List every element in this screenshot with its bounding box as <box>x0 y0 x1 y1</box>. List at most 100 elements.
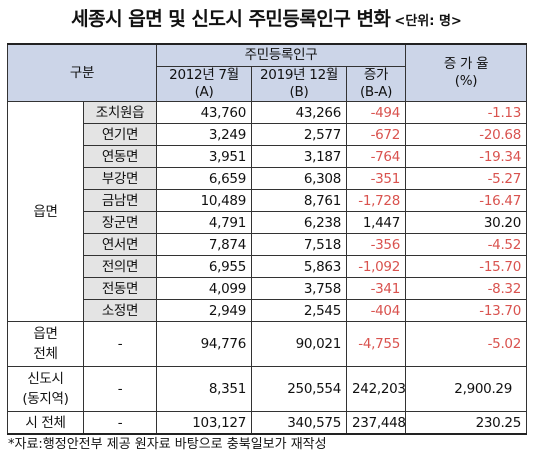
label-line1: 신도시 <box>27 371 64 387</box>
population-change: -356 <box>345 233 407 256</box>
region-name: 부강면 <box>83 167 157 190</box>
growth-rate: 2,900.29 <box>405 366 528 412</box>
subtotal-sub: - <box>83 321 157 367</box>
header-change-line1: 증가 <box>363 67 389 84</box>
label-line1: 읍면 <box>33 326 58 342</box>
growth-rate: 30.20 <box>405 211 528 234</box>
label-line2: (동지역) <box>22 391 69 407</box>
city-total-sub: - <box>83 411 157 435</box>
population-2012: 43,760 <box>156 101 252 124</box>
population-2012: 6,659 <box>156 167 252 190</box>
population-change: -341 <box>345 277 407 300</box>
growth-rate: 230.25 <box>405 411 528 435</box>
table-row: 전동면 4,099 3,758 -341 -8.32 <box>8 277 528 300</box>
table-row: 장군면 4,791 6,238 1,447 30.20 <box>8 211 528 234</box>
population-2012: 3,951 <box>156 145 252 168</box>
subtotal-row-new-city: 신도시 (동지역) -8,351 250,554 242,203 2,900.29 <box>7 366 528 412</box>
region-name: 연서면 <box>83 233 157 256</box>
population-2019: 5,863 <box>251 255 347 278</box>
population-2019: 8,761 <box>251 189 347 212</box>
population-change: -1,728 <box>345 189 407 212</box>
growth-rate: -20.68 <box>405 123 528 146</box>
population-2012: 10,489 <box>156 189 252 212</box>
population-2012: 94,776 <box>156 321 252 367</box>
growth-rate: -8.32 <box>405 277 528 300</box>
header-row-1: 구분 주민등록인구 증 가 율 (%) <box>7 43 528 102</box>
city-total-label: 시 전체 <box>7 411 84 435</box>
population-change: -672 <box>345 123 407 146</box>
growth-rate: -4.52 <box>405 233 528 256</box>
population-table: 구분 주민등록인구 증 가 율 (%) 2012년 7월 (A) 2019년 1… <box>7 43 528 435</box>
label-line2: 전체 <box>33 346 58 362</box>
region-name: 연기면 <box>83 123 157 146</box>
population-2019: 340,575 <box>251 411 347 435</box>
footnote: *자료:행정안전부 제공 원자료 바탕으로 충북일보가 재작성 <box>8 437 327 452</box>
unit-label: <단위: 명> <box>394 14 462 29</box>
header-2012-line1: 2012년 7월 <box>169 67 239 84</box>
growth-rate: -15.70 <box>405 255 528 278</box>
population-change: -764 <box>345 145 407 168</box>
population-2019: 250,554 <box>251 366 347 412</box>
population-2019: 3,187 <box>251 145 347 168</box>
region-name: 소정면 <box>83 299 157 322</box>
population-2019: 90,021 <box>251 321 347 367</box>
region-name: 전동면 <box>83 277 157 300</box>
population-2012: 8,351 <box>156 366 252 412</box>
table-row: 연동면 3,951 3,187 -764 -19.34 <box>8 145 528 168</box>
title-row: 세종시 읍면 및 신도시 주민등록인구 변화 <단위: 명> <box>0 0 533 40</box>
population-2019: 2,577 <box>251 123 347 146</box>
region-name: 금남면 <box>83 189 157 212</box>
population-2019: 6,238 <box>251 211 347 234</box>
page-title: 세종시 읍면 및 신도시 주민등록인구 변화 <box>71 8 391 30</box>
region-name: 장군면 <box>83 211 157 234</box>
region-name: 연동면 <box>83 145 157 168</box>
header-2019-line1: 2019년 12월 <box>260 67 338 84</box>
population-change: -494 <box>345 101 407 124</box>
population-2019: 2,545 <box>251 299 347 322</box>
table-row: 금남면 10,489 8,761 -1,728 -16.47 <box>8 189 528 212</box>
header-rate: 증 가 율 (%) <box>405 43 528 102</box>
group-label-eupmyeon: 읍면 <box>7 101 84 322</box>
table-row: 전의면 6,955 5,863 -1,092 -15.70 <box>8 255 528 278</box>
growth-rate: -5.02 <box>405 321 528 367</box>
population-change: 237,448 <box>345 411 407 435</box>
population-2019: 43,266 <box>251 101 347 124</box>
table-row: 읍면 조치원읍 43,760 43,266 -494 -1.13 <box>7 101 528 322</box>
region-name: 조치원읍 <box>83 101 157 124</box>
header-change-line2: (B-A) <box>359 84 393 100</box>
table-row: 연서면 7,874 7,518 -356 -4.52 <box>8 233 528 256</box>
header-rate-line1: 증 가 율 <box>443 56 489 72</box>
new-city-sub: - <box>83 366 157 412</box>
population-change: -351 <box>345 167 407 190</box>
growth-rate: -19.34 <box>405 145 528 168</box>
population-change: 242,203 <box>345 366 407 412</box>
header-2019: 2019년 12월 (B) <box>251 66 347 102</box>
population-2012: 6,955 <box>156 255 252 278</box>
header-rate-line2: (%) <box>454 73 478 89</box>
table-row: 소정면 2,949 2,545 -404 -13.70 <box>8 299 528 322</box>
population-change: -1,092 <box>345 255 407 278</box>
growth-rate: -13.70 <box>405 299 528 322</box>
header-2012-line2: (A) <box>194 84 214 100</box>
population-2012: 7,874 <box>156 233 252 256</box>
new-city-label: 신도시 (동지역) <box>7 366 84 412</box>
population-2012: 2,949 <box>156 299 252 322</box>
population-2012: 3,249 <box>156 123 252 146</box>
table-row: 부강면 6,659 6,308 -351 -5.27 <box>8 167 528 190</box>
population-2012: 4,791 <box>156 211 252 234</box>
table-row: 연기면 3,249 2,577 -672 -20.68 <box>8 123 528 146</box>
header-category: 구분 <box>7 43 157 102</box>
header-2019-line2: (B) <box>289 84 309 100</box>
growth-rate: -1.13 <box>405 101 528 124</box>
growth-rate: -5.27 <box>405 167 528 190</box>
subtotal-row-eupmyeon: 읍면 전체 -94,776 90,021 -4,755 -5.02 <box>7 321 528 367</box>
population-2019: 6,308 <box>251 167 347 190</box>
population-2019: 7,518 <box>251 233 347 256</box>
header-row-2: 2012년 7월 (A) 2019년 12월 (B) 증가 (B-A) <box>8 66 527 102</box>
total-row-city: 시 전체 -103,127 340,575 237,448 230.25 <box>7 411 528 435</box>
region-name: 전의면 <box>83 255 157 278</box>
header-2012: 2012년 7월 (A) <box>156 66 252 102</box>
header-change: 증가 (B-A) <box>345 66 407 102</box>
growth-rate: -16.47 <box>405 189 528 212</box>
population-change: 1,447 <box>345 211 407 234</box>
